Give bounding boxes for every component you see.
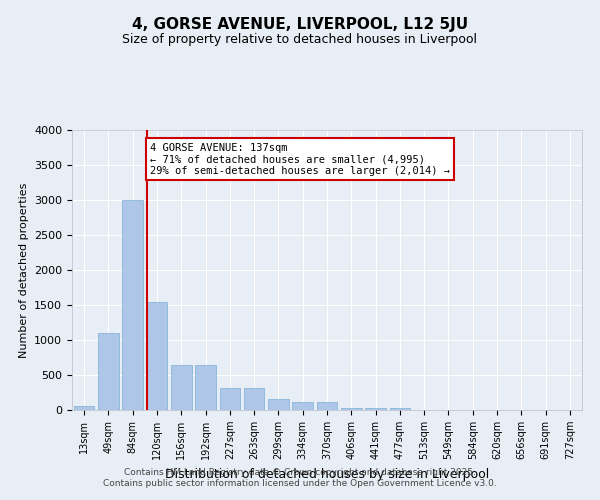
Bar bbox=[365, 408, 386, 410]
Y-axis label: Number of detached properties: Number of detached properties bbox=[19, 182, 29, 358]
Bar bbox=[122, 200, 143, 410]
Bar bbox=[146, 302, 167, 410]
X-axis label: Distribution of detached houses by size in Liverpool: Distribution of detached houses by size … bbox=[165, 468, 489, 480]
Text: Contains HM Land Registry data © Crown copyright and database right 2025.
Contai: Contains HM Land Registry data © Crown c… bbox=[103, 468, 497, 487]
Bar bbox=[74, 406, 94, 410]
Bar bbox=[317, 402, 337, 410]
Bar bbox=[244, 388, 265, 410]
Bar bbox=[220, 388, 240, 410]
Bar bbox=[171, 364, 191, 410]
Text: 4, GORSE AVENUE, LIVERPOOL, L12 5JU: 4, GORSE AVENUE, LIVERPOOL, L12 5JU bbox=[132, 18, 468, 32]
Bar bbox=[292, 402, 313, 410]
Bar bbox=[98, 333, 119, 410]
Bar bbox=[341, 408, 362, 410]
Bar bbox=[268, 399, 289, 410]
Bar bbox=[389, 408, 410, 410]
Bar bbox=[195, 364, 216, 410]
Text: 4 GORSE AVENUE: 137sqm
← 71% of detached houses are smaller (4,995)
29% of semi-: 4 GORSE AVENUE: 137sqm ← 71% of detached… bbox=[151, 142, 451, 176]
Text: Size of property relative to detached houses in Liverpool: Size of property relative to detached ho… bbox=[122, 32, 478, 46]
